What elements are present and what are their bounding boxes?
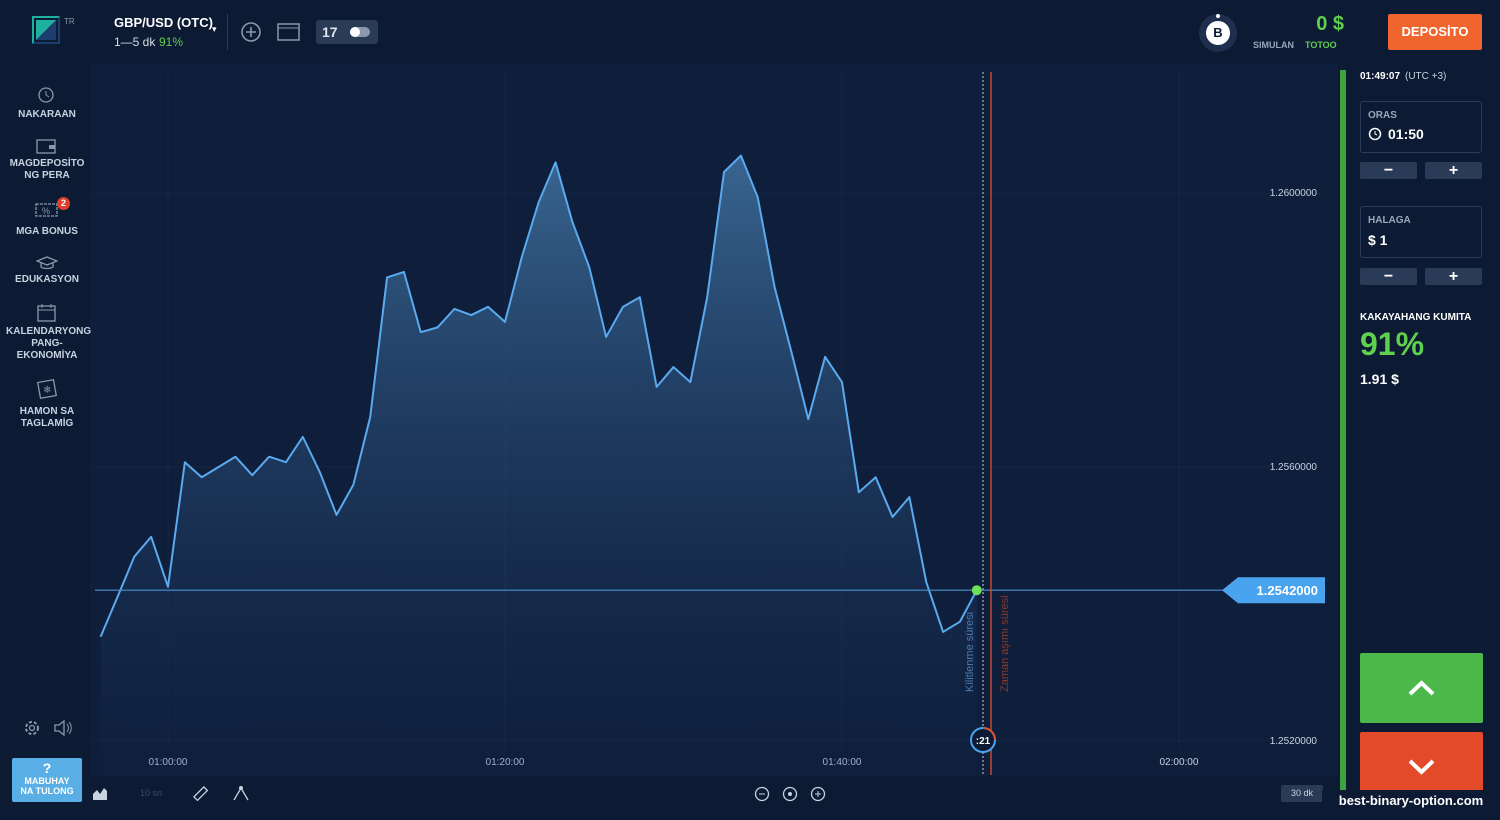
expiry-label: Zaman aşımı süresi <box>999 595 1011 692</box>
chart-type-button[interactable] <box>92 785 108 801</box>
timezone: (UTC +3) <box>1405 71 1447 82</box>
sidebar-item[interactable]: EDUKASYON <box>15 274 79 285</box>
divider <box>227 14 228 50</box>
calendar-icon <box>37 304 56 322</box>
clock: 01:49:07 <box>1360 71 1401 82</box>
svg-text:%: % <box>42 206 50 216</box>
avatar[interactable]: B <box>1213 25 1223 40</box>
time-plus[interactable]: + <box>1425 162 1482 179</box>
logo-badge: TR <box>64 17 75 26</box>
avatar-ring[interactable] <box>1198 13 1238 53</box>
price-line <box>99 154 978 638</box>
time-minus[interactable]: − <box>1360 162 1417 179</box>
duration: 1—5 dk <box>114 35 156 49</box>
current-price-label: 1.2542000 <box>1257 583 1318 598</box>
timer-progress <box>982 727 996 741</box>
layout-button[interactable] <box>277 22 301 42</box>
svg-text:❄: ❄ <box>43 385 51 396</box>
history-icon <box>38 87 54 103</box>
amount-minus[interactable]: − <box>1360 268 1417 285</box>
call-button[interactable] <box>1360 653 1483 723</box>
sidebar-item[interactable]: MGA BONUS <box>16 226 78 237</box>
sidebar-item[interactable]: MAGDEPOSİTO NG PERA <box>9 158 85 181</box>
deposit-button[interactable]: DEPOSİTO <box>1388 14 1482 50</box>
amount-value: $ 1 <box>1368 232 1388 248</box>
asset-caret[interactable]: ▾ <box>212 24 217 34</box>
svg-text:17: 17 <box>322 24 338 40</box>
sidebar-item[interactable]: NAKARAAN <box>18 109 76 120</box>
help-icon: ? <box>42 760 52 776</box>
asset[interactable]: GBP/USD (OTC) <box>114 15 213 30</box>
sound-button[interactable] <box>53 719 73 737</box>
account-action[interactable]: TOTOO <box>1305 40 1337 50</box>
watermark: best-binary-option.com <box>1322 790 1500 812</box>
balance: 0 $ <box>1316 13 1344 35</box>
settings-button[interactable] <box>23 719 41 737</box>
help-label: MABUHAY NA TULONG <box>20 776 74 796</box>
lock-label: Kilitlenme süresi <box>964 612 976 692</box>
time-value: 01:50 <box>1388 126 1424 142</box>
put-button[interactable] <box>1360 732 1483 790</box>
sidebar-item[interactable]: HAMON SA TAGLAMİG <box>19 406 75 429</box>
amount-input[interactable]: HALAGA $ 1 <box>1360 206 1482 258</box>
profit-percent: 91% <box>1360 326 1425 362</box>
help-button[interactable]: ? MABUHAY NA TULONG <box>12 758 82 802</box>
clock-icon <box>1368 127 1382 141</box>
amount-plus[interactable]: + <box>1425 268 1482 285</box>
area <box>100 155 977 776</box>
x-tick-label: 02:00:00 <box>1160 757 1199 768</box>
period-button[interactable]: 30 dk <box>1281 785 1323 802</box>
draw-button[interactable] <box>232 785 250 803</box>
y-tick-label: 1.2600000 <box>1270 188 1318 199</box>
tradingview-toggle[interactable]: 17 <box>316 20 378 44</box>
time-label: ORAS <box>1368 110 1397 121</box>
y-tick-label: 1.2520000 <box>1270 736 1318 747</box>
bonus-badge: 2 <box>57 197 70 210</box>
current-price-tag <box>1222 577 1325 604</box>
add-chart-button[interactable] <box>240 21 262 43</box>
education-icon <box>36 256 58 270</box>
last-point <box>971 585 982 596</box>
amount-label: HALAGA <box>1368 215 1411 226</box>
time-input[interactable]: ORAS 01:50 <box>1360 101 1482 153</box>
progress-bar <box>1340 70 1346 800</box>
zoom-controls[interactable] <box>754 785 830 803</box>
tick-interval[interactable]: 10 sn <box>140 788 163 798</box>
wallet-icon <box>36 139 56 154</box>
profit-label: KAKAYAHANG KUMITA <box>1360 312 1472 323</box>
profit-amount: 1.91 $ <box>1360 371 1399 387</box>
ruler-button[interactable] <box>191 785 209 803</box>
account-mode: SIMULAN <box>1253 40 1294 50</box>
winter-icon: ❄ <box>36 378 58 400</box>
timer: :21 <box>976 736 991 747</box>
logo <box>32 16 60 44</box>
payout: 91% <box>159 35 184 49</box>
bonus-icon: % <box>35 203 58 217</box>
y-tick-label: 1.2560000 <box>1270 462 1318 473</box>
sidebar-item[interactable]: KALENDARYONG PANG-EKONOMİYA <box>6 326 92 361</box>
